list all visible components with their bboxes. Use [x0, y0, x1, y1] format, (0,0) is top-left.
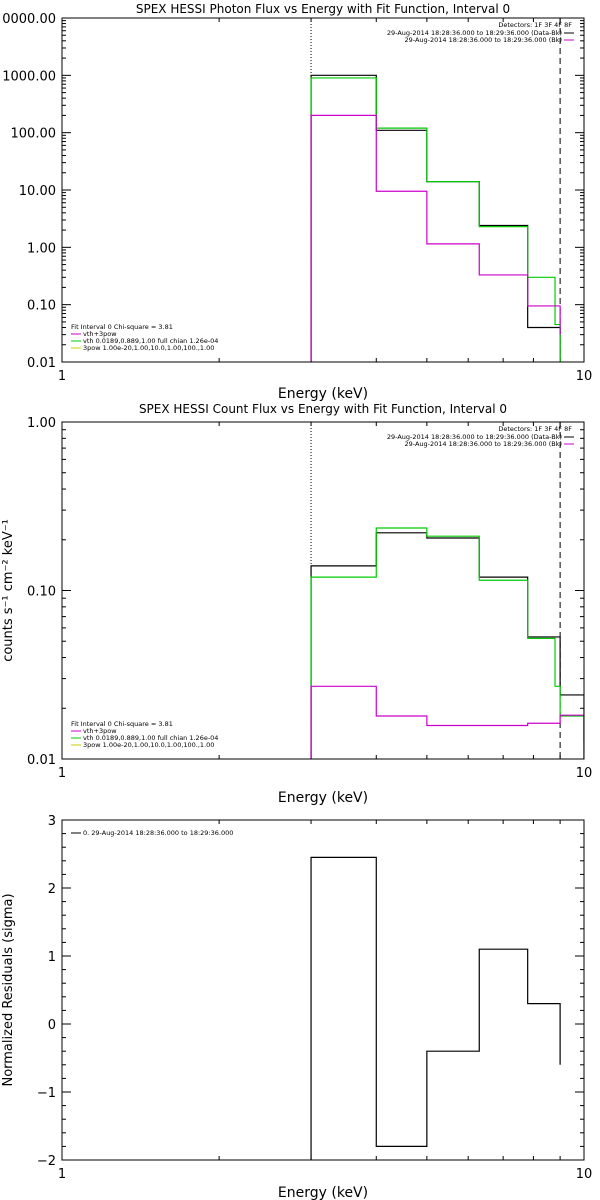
- x-axis-label: Energy (keV): [278, 1185, 368, 1200]
- legend-header: Detectors: 1F 3F 4F 8F: [498, 425, 572, 433]
- series-step-line: [310, 527, 584, 759]
- y-tick-label: 10.00: [19, 184, 56, 199]
- legend-top-left: 0. 29-Aug-2014 18:28:36.000 to 18:29:36.…: [71, 829, 233, 837]
- plot-area: [310, 856, 561, 1160]
- plot-area: [310, 74, 561, 362]
- legend-entry: vth+3pow: [83, 330, 117, 338]
- legend-header: Fit Interval 0 Chi-square = 3.81: [71, 720, 173, 728]
- y-tick-label: 0.01: [27, 356, 56, 371]
- y-axis-label: counts s⁻¹ cm⁻² keV⁻¹: [1, 519, 16, 662]
- legend-entry: 29-Aug-2014 18:28:36.000 to 18:29:36.000…: [405, 36, 562, 44]
- plot-frame: [61, 421, 585, 760]
- legend-bottom-left: Fit Interval 0 Chi-square = 3.81vth+3pow…: [71, 323, 218, 352]
- y-tick-label: 0.10: [27, 585, 56, 600]
- y-tick-label: −1: [37, 1086, 56, 1101]
- legend-header: Detectors: 1F 3F 4F 8F: [498, 21, 572, 29]
- legend-entry: vth+3pow: [83, 727, 117, 735]
- legend-entry: 3pow 1.00e-20,1.00,10.0,1.00,100.,1.00: [83, 741, 214, 749]
- chart-title: SPEX HESSI Count Flux vs Energy with Fit…: [139, 402, 507, 416]
- y-tick-label: −2: [37, 1154, 56, 1169]
- legend-entry: vth 0.0189,0.889,1.00 full chian 1.26e-0…: [83, 734, 218, 742]
- panel-2: SPEX HESSI Count Flux vs Energy with Fit…: [1, 402, 592, 806]
- x-tick-label: 1: [58, 1167, 66, 1182]
- panel-3: 1 10 −2 −1 0 1 2 3 Energy (keV) Normalized Residu…: [1, 814, 592, 1200]
- series-step-line: [310, 856, 561, 1160]
- y-tick-label: 3: [48, 814, 56, 829]
- y-tick-label: 1.00: [27, 416, 56, 431]
- legend-bottom-left: Fit Interval 0 Chi-square = 3.81vth+3pow…: [71, 720, 218, 749]
- y-tick-label: 100.00: [11, 127, 57, 142]
- plot-frame: [61, 17, 585, 363]
- x-tick-label: 10: [576, 1167, 593, 1182]
- series-step-line: [310, 77, 561, 362]
- x-tick-label: 10: [576, 369, 593, 384]
- y-tick-label: 0.10: [27, 299, 56, 314]
- legend-entry: 29-Aug-2014 18:28:36.000 to 18:29:36.000…: [405, 440, 562, 448]
- legend-entry: 29-Aug-2014 18:28:36.000 to 18:29:36.000…: [387, 29, 562, 37]
- series-step-line: [310, 114, 561, 362]
- x-tick-label: 1: [58, 369, 66, 384]
- y-axis-label: Normalized Residuals (sigma): [1, 893, 16, 1086]
- y-tick-label: 0.01: [27, 753, 56, 768]
- y-tick-label: 0000.00: [2, 12, 56, 27]
- y-tick-label: 2: [48, 882, 56, 897]
- y-tick-label: 1.00: [27, 241, 56, 256]
- legend-entry: 0. 29-Aug-2014 18:28:36.000 to 18:29:36.…: [83, 829, 233, 837]
- y-tick-label: 1000.00: [2, 69, 56, 84]
- x-tick-label: 10: [576, 766, 593, 781]
- x-axis-label: Energy (keV): [278, 790, 368, 806]
- legend-header: Fit Interval 0 Chi-square = 3.81: [71, 323, 173, 331]
- plot-area: [310, 527, 584, 759]
- x-tick-label: 1: [58, 766, 66, 781]
- y-tick-label: 0: [48, 1018, 56, 1033]
- plot-frame: [61, 819, 585, 1161]
- chart-title: SPEX HESSI Photon Flux vs Energy with Fi…: [136, 2, 510, 16]
- y-tick-label: 1: [48, 950, 56, 965]
- x-axis-label: Energy (keV): [278, 386, 368, 402]
- panel-1: SPEX HESSI Photon Flux vs Energy with Fi…: [2, 2, 592, 402]
- legend-entry: vth 0.0189,0.889,1.00 full chian 1.26e-0…: [83, 337, 218, 345]
- legend-entry: 3pow 1.00e-20,1.00,10.0,1.00,100.,1.00: [83, 344, 214, 352]
- series-step-line: [310, 685, 584, 759]
- legend-entry: 29-Aug-2014 18:28:36.000 to 18:29:36.000…: [387, 433, 562, 441]
- series-step-line: [310, 74, 561, 362]
